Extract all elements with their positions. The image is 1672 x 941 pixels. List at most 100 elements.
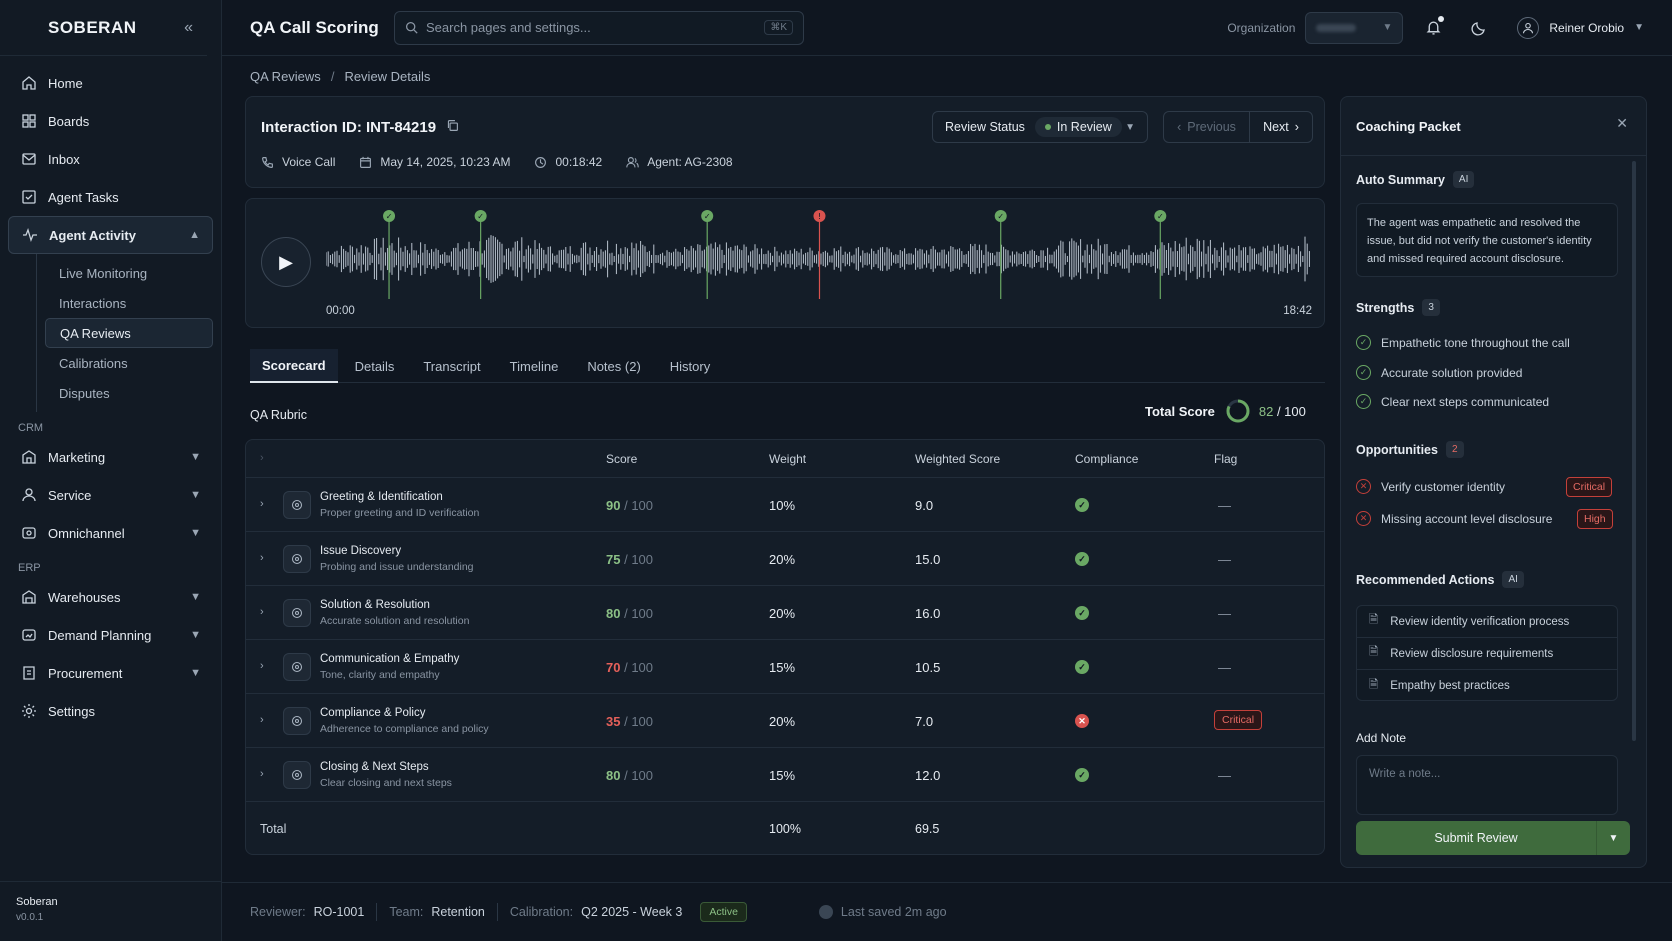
- sidebar-item-label: Boards: [48, 113, 90, 129]
- action-text: Empathy best practices: [1390, 680, 1510, 692]
- criterion-icon: [283, 491, 311, 519]
- check-marker-icon[interactable]: [994, 210, 1007, 222]
- sidebar-subitem-live-monitoring[interactable]: Live Monitoring: [59, 265, 148, 281]
- chevron-up-icon: ▲: [189, 229, 200, 241]
- total-score: Total Score 82 / 100: [1145, 398, 1306, 424]
- saved-check-icon: [818, 905, 833, 919]
- chevron-right-icon[interactable]: ›: [260, 660, 264, 672]
- sidebar-subitem-qa-reviews[interactable]: QA Reviews: [45, 318, 213, 348]
- sidebar-item-label: Settings: [48, 703, 95, 719]
- user-name: Reiner Orobio: [1549, 20, 1625, 35]
- close-icon[interactable]: ✕: [1616, 115, 1628, 131]
- sidebar-subitem-interactions[interactable]: Interactions: [59, 295, 127, 311]
- sidebar-item-label: Warehouses: [48, 589, 121, 605]
- table-row[interactable]: › Greeting & Identification Proper greetin…: [246, 478, 1324, 532]
- copy-icon[interactable]: [446, 119, 459, 136]
- check-marker-icon[interactable]: [383, 210, 396, 222]
- chevron-down-icon: ▼: [190, 527, 201, 539]
- table-row[interactable]: › Closing & Next Steps Clear closing and n…: [246, 748, 1324, 802]
- sidebar-item-omnichannel[interactable]: Omnichannel ▼: [8, 514, 213, 552]
- table-row[interactable]: › Solution & Resolution Accurate solution …: [246, 586, 1324, 640]
- action-item[interactable]: 🗎 Review identity verification process: [1357, 606, 1617, 638]
- tab-details[interactable]: Details: [354, 358, 395, 374]
- criterion-icon: [283, 545, 311, 573]
- action-item[interactable]: 🗎 Review disclosure requirements: [1357, 638, 1617, 670]
- check-marker-icon[interactable]: [701, 210, 714, 222]
- add-note-heading: Add Note: [1356, 731, 1407, 745]
- score-max: / 100: [624, 606, 654, 621]
- review-status-select[interactable]: Review Status In Review ▼: [932, 111, 1148, 143]
- sidebar-item-demand-planning[interactable]: Demand Planning ▼: [8, 616, 213, 654]
- user-menu[interactable]: Reiner Orobio ▼: [1517, 16, 1644, 39]
- bell-icon[interactable]: [1417, 12, 1449, 44]
- tab-transcript[interactable]: Transcript: [423, 358, 481, 374]
- breadcrumb-parent[interactable]: QA Reviews: [250, 69, 321, 84]
- tab-history[interactable]: History: [669, 358, 711, 374]
- chevron-right-icon: ›: [1294, 120, 1299, 134]
- criterion-name: Closing & Next Steps: [320, 761, 429, 773]
- org-select[interactable]: ▼: [1305, 11, 1404, 44]
- sidebar-item-agent-tasks[interactable]: Agent Tasks: [8, 178, 213, 216]
- table-row[interactable]: › Communication & Empathy Tone, clarity an…: [246, 640, 1324, 694]
- sidebar-item-label: Omnichannel: [48, 525, 125, 541]
- play-button[interactable]: ▶: [261, 237, 311, 287]
- moon-icon[interactable]: [1463, 12, 1495, 44]
- sidebar-item-procurement[interactable]: Procurement ▼: [8, 654, 213, 692]
- note-field[interactable]: Write a note...: [1356, 755, 1618, 815]
- sidebar-item-warehouses[interactable]: Warehouses ▼: [8, 578, 213, 616]
- action-item[interactable]: 🗎 Empathy best practices: [1357, 670, 1617, 702]
- chevron-right-icon[interactable]: ›: [260, 768, 264, 780]
- topbar-right: Organization ▼ Reiner Orobio ▼: [1227, 11, 1644, 44]
- divider: [376, 903, 378, 921]
- sidebar-subitem-calibrations[interactable]: Calibrations: [59, 355, 128, 371]
- reviewer-label: Reviewer:: [250, 905, 306, 919]
- alert-marker-icon[interactable]: [813, 210, 826, 222]
- chevron-right-icon[interactable]: ›: [260, 606, 264, 618]
- sidebar-item-home[interactable]: Home: [8, 64, 213, 102]
- marker-glyph: ✓: [997, 212, 1004, 221]
- sidebar-item-marketing[interactable]: Marketing ▼: [8, 438, 213, 476]
- sidebar-item-service[interactable]: Service ▼: [8, 476, 213, 514]
- chevrons-left-icon[interactable]: «: [184, 18, 193, 36]
- tab-scorecard[interactable]: Scorecard: [250, 349, 338, 383]
- ai-badge: AI: [1452, 171, 1475, 188]
- x-circle-icon: ✕: [1356, 479, 1371, 494]
- panel-scrollbar[interactable]: [1632, 161, 1636, 741]
- submit-review-button[interactable]: Submit Review ▼: [1356, 821, 1630, 855]
- sidebar-item-settings[interactable]: Settings: [8, 692, 213, 730]
- criterion-weight: 10%: [769, 498, 796, 513]
- sidebar-item-boards[interactable]: Boards: [8, 102, 213, 140]
- check-marker-icon[interactable]: [1154, 210, 1167, 222]
- next-button[interactable]: Next ›: [1250, 112, 1312, 142]
- table-row[interactable]: › Compliance & Policy Adherence to complia…: [246, 694, 1324, 748]
- team-value: Retention: [431, 905, 485, 919]
- criterion-icon: [283, 707, 311, 735]
- header-score: Score: [606, 452, 638, 466]
- chevron-down-icon[interactable]: ▼: [1596, 821, 1630, 855]
- sidebar-item-agent-activity[interactable]: Agent Activity ▲: [8, 216, 213, 254]
- chevron-right-icon[interactable]: ›: [260, 498, 264, 510]
- check-circle-icon: ✓: [1356, 335, 1371, 350]
- opportunity-item: ✕ Missing account level disclosure: [1356, 511, 1552, 526]
- opportunity-item: ✕ Verify customer identity: [1356, 479, 1505, 494]
- table-header: › Score Weight Weighted Score Compliance…: [246, 440, 1324, 478]
- previous-button[interactable]: ‹ Previous: [1164, 112, 1250, 142]
- table-row[interactable]: › Issue Discovery Probing and issue unders…: [246, 532, 1324, 586]
- opportunities-count: 2: [1445, 441, 1464, 458]
- next-label: Next: [1263, 120, 1289, 134]
- waveform[interactable]: ✓ ✓ ✓! ✓ ✓: [326, 209, 1311, 301]
- sidebar-item-inbox[interactable]: Inbox: [8, 140, 213, 178]
- sidebar-subitem-disputes[interactable]: Disputes: [59, 385, 110, 401]
- marker-glyph: ✓: [386, 212, 393, 221]
- warehouse-icon: [20, 588, 38, 606]
- tab-timeline[interactable]: Timeline: [509, 358, 559, 374]
- flag-value: —: [1218, 606, 1231, 621]
- tab-notes[interactable]: Notes (2): [587, 358, 641, 374]
- check-marker-icon[interactable]: [474, 210, 487, 222]
- score-max: / 100: [624, 552, 654, 567]
- chevron-right-icon[interactable]: ›: [260, 552, 264, 564]
- score-ring: [1226, 399, 1250, 423]
- search-input[interactable]: Search pages and settings... ⌘K: [394, 10, 804, 45]
- chevron-right-icon[interactable]: ›: [260, 714, 264, 726]
- check-circle-icon: ✓: [1356, 394, 1371, 409]
